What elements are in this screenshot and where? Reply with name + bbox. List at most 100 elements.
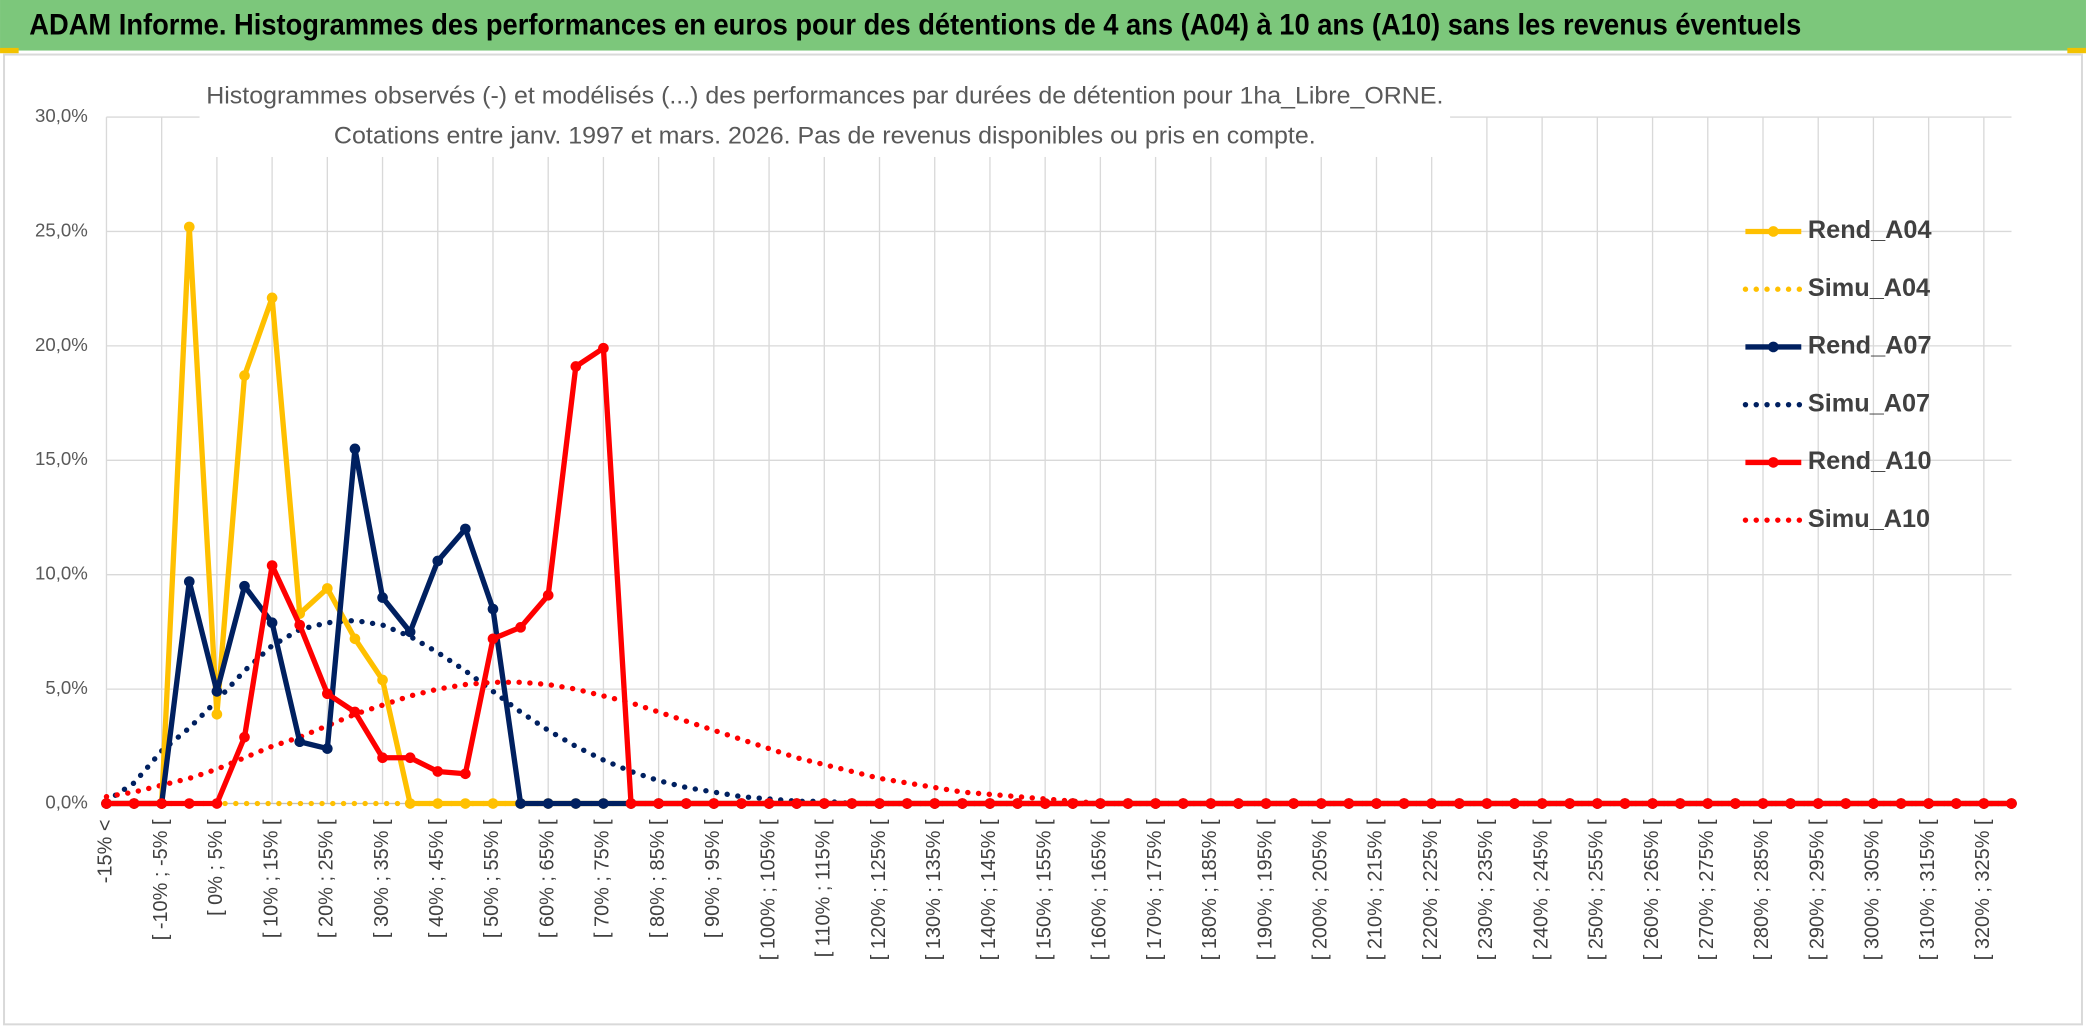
data-point	[183, 798, 195, 809]
data-point	[432, 766, 444, 777]
legend-label: Rend_A10	[1808, 447, 1932, 475]
data-point	[294, 619, 306, 631]
data-point	[322, 688, 333, 700]
legend-label: Rend_A07	[1808, 332, 1932, 360]
data-point	[432, 555, 444, 567]
data-point	[211, 798, 223, 809]
x-tick-label: [ -10% ; -5% [	[150, 819, 172, 940]
data-point	[818, 798, 830, 809]
chart-frame	[3, 53, 2083, 1026]
data-point	[183, 576, 195, 587]
data-point	[1812, 798, 1824, 809]
legend-marker	[1768, 341, 1779, 353]
data-point	[487, 798, 499, 809]
data-point	[1177, 798, 1189, 809]
x-tick-label: [ 250% ; 255% [	[1586, 819, 1608, 960]
x-tick-label: [ 270% ; 275% [	[1696, 819, 1718, 960]
data-point	[1150, 798, 1161, 809]
x-tick-label: [ 10% ; 15% [	[260, 819, 282, 938]
corner-mark	[2067, 47, 2086, 54]
data-point	[846, 798, 858, 809]
legend-label: Simu_A07	[1808, 389, 1930, 417]
corner-mark	[0, 47, 19, 54]
data-point	[404, 626, 416, 638]
data-point	[1205, 798, 1217, 809]
data-point	[1674, 798, 1686, 809]
x-tick-label: [ 190% ; 195% [	[1254, 819, 1276, 960]
data-point	[1592, 798, 1603, 809]
x-tick-label: [ 130% ; 135% [	[923, 819, 945, 960]
data-point	[239, 370, 250, 381]
chart-subtitle: Cotations entre janv. 1997 et mars. 2026…	[334, 122, 1316, 149]
data-point	[432, 798, 444, 809]
data-point	[377, 592, 388, 603]
x-tick-label: [ 290% ; 295% [	[1806, 819, 1828, 960]
data-point	[1481, 798, 1493, 809]
legend-label: Simu_A04	[1808, 274, 1930, 302]
data-point	[460, 798, 471, 809]
x-tick-label: [ 20% ; 25% [	[316, 819, 338, 938]
data-point	[1868, 798, 1879, 809]
data-point	[1757, 798, 1769, 809]
data-point	[404, 798, 416, 809]
data-point	[1730, 798, 1741, 809]
data-point	[570, 798, 582, 809]
data-point	[1950, 798, 1962, 809]
x-tick-label: [ 210% ; 215% [	[1365, 819, 1387, 960]
data-point	[929, 798, 941, 809]
data-point	[349, 706, 361, 718]
x-tick-label: [ 240% ; 245% [	[1530, 819, 1552, 960]
title-backdrop	[199, 77, 1451, 157]
data-point	[266, 292, 278, 304]
legend: Rend_A04 Simu_A04 Rend_A07 Simu_A07 Rend_A10…	[1742, 216, 1932, 533]
data-point	[1702, 798, 1714, 809]
legend-marker	[1768, 226, 1779, 237]
data-point	[515, 798, 526, 809]
y-tick-label: 30,0%	[35, 105, 88, 126]
x-tick-label: [ 200% ; 205% [	[1310, 819, 1332, 960]
data-point	[598, 798, 609, 809]
data-point	[1260, 798, 1272, 809]
data-point	[460, 768, 471, 780]
data-point	[1426, 798, 1438, 809]
legend-label: Rend_A04	[1808, 216, 1932, 244]
data-point	[460, 523, 471, 535]
data-point	[294, 736, 306, 748]
legend-marker	[1768, 457, 1779, 468]
x-tick-label: [ 320% ; 325% [	[1972, 819, 1994, 960]
data-point	[322, 743, 333, 754]
y-tick-label: 20,0%	[35, 334, 88, 355]
data-point	[1840, 798, 1852, 809]
data-point	[1453, 798, 1465, 809]
data-point	[874, 798, 885, 809]
data-point	[487, 603, 499, 615]
data-point	[349, 633, 361, 645]
data-point	[736, 798, 747, 809]
data-point	[1233, 798, 1244, 809]
data-point	[1095, 798, 1106, 809]
data-point	[1619, 798, 1631, 809]
data-point	[266, 560, 278, 571]
header-bar	[0, 0, 2086, 51]
header-title: ADAM Informe. Histogrammes des performan…	[29, 9, 1801, 41]
data-point	[101, 798, 112, 809]
data-point	[322, 583, 333, 594]
data-point	[598, 342, 609, 354]
data-point	[1923, 798, 1934, 809]
x-tick-label: [ 120% ; 125% [	[868, 819, 890, 960]
data-point	[1122, 798, 1134, 809]
x-tick-label: [ 100% ; 105% [	[757, 819, 779, 960]
data-point	[570, 361, 582, 372]
data-point	[1895, 798, 1907, 809]
data-point	[1039, 798, 1051, 809]
x-tick-label: [ 220% ; 225% [	[1420, 819, 1442, 960]
data-point	[1288, 798, 1299, 809]
x-tick-label: [ 50% ; 55% [	[481, 819, 503, 938]
legend-label: Simu_A10	[1808, 505, 1930, 533]
data-point	[1647, 798, 1658, 809]
x-tick-label: -15% <	[95, 819, 117, 883]
data-point	[2006, 798, 2017, 809]
data-point	[239, 580, 250, 592]
